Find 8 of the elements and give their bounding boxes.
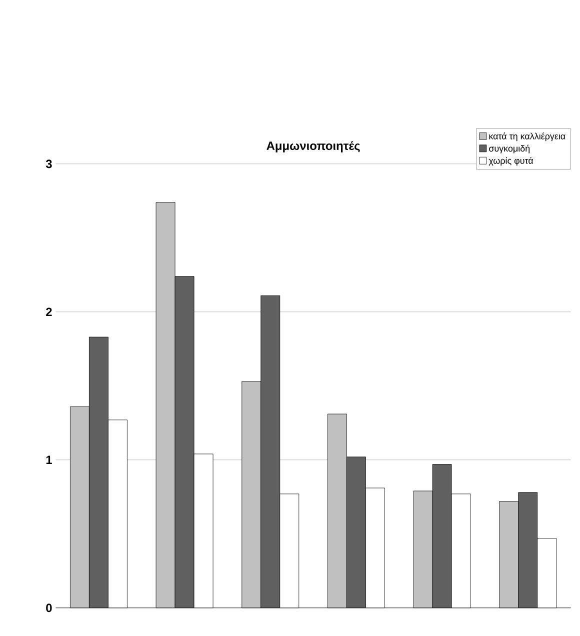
legend-label: χωρίς φυτά: [488, 157, 534, 166]
y-tick-label: 1: [46, 456, 52, 464]
y-tick-label: 3: [46, 160, 52, 168]
y-tick-label: 0: [46, 604, 52, 612]
y-tick-label: 2: [46, 308, 52, 316]
chart-title: Αμμωνιοποιητές: [266, 141, 360, 152]
legend-label: κατά τη καλλιέργεια: [489, 132, 566, 142]
legend-label: συγκομιδή: [489, 144, 530, 154]
